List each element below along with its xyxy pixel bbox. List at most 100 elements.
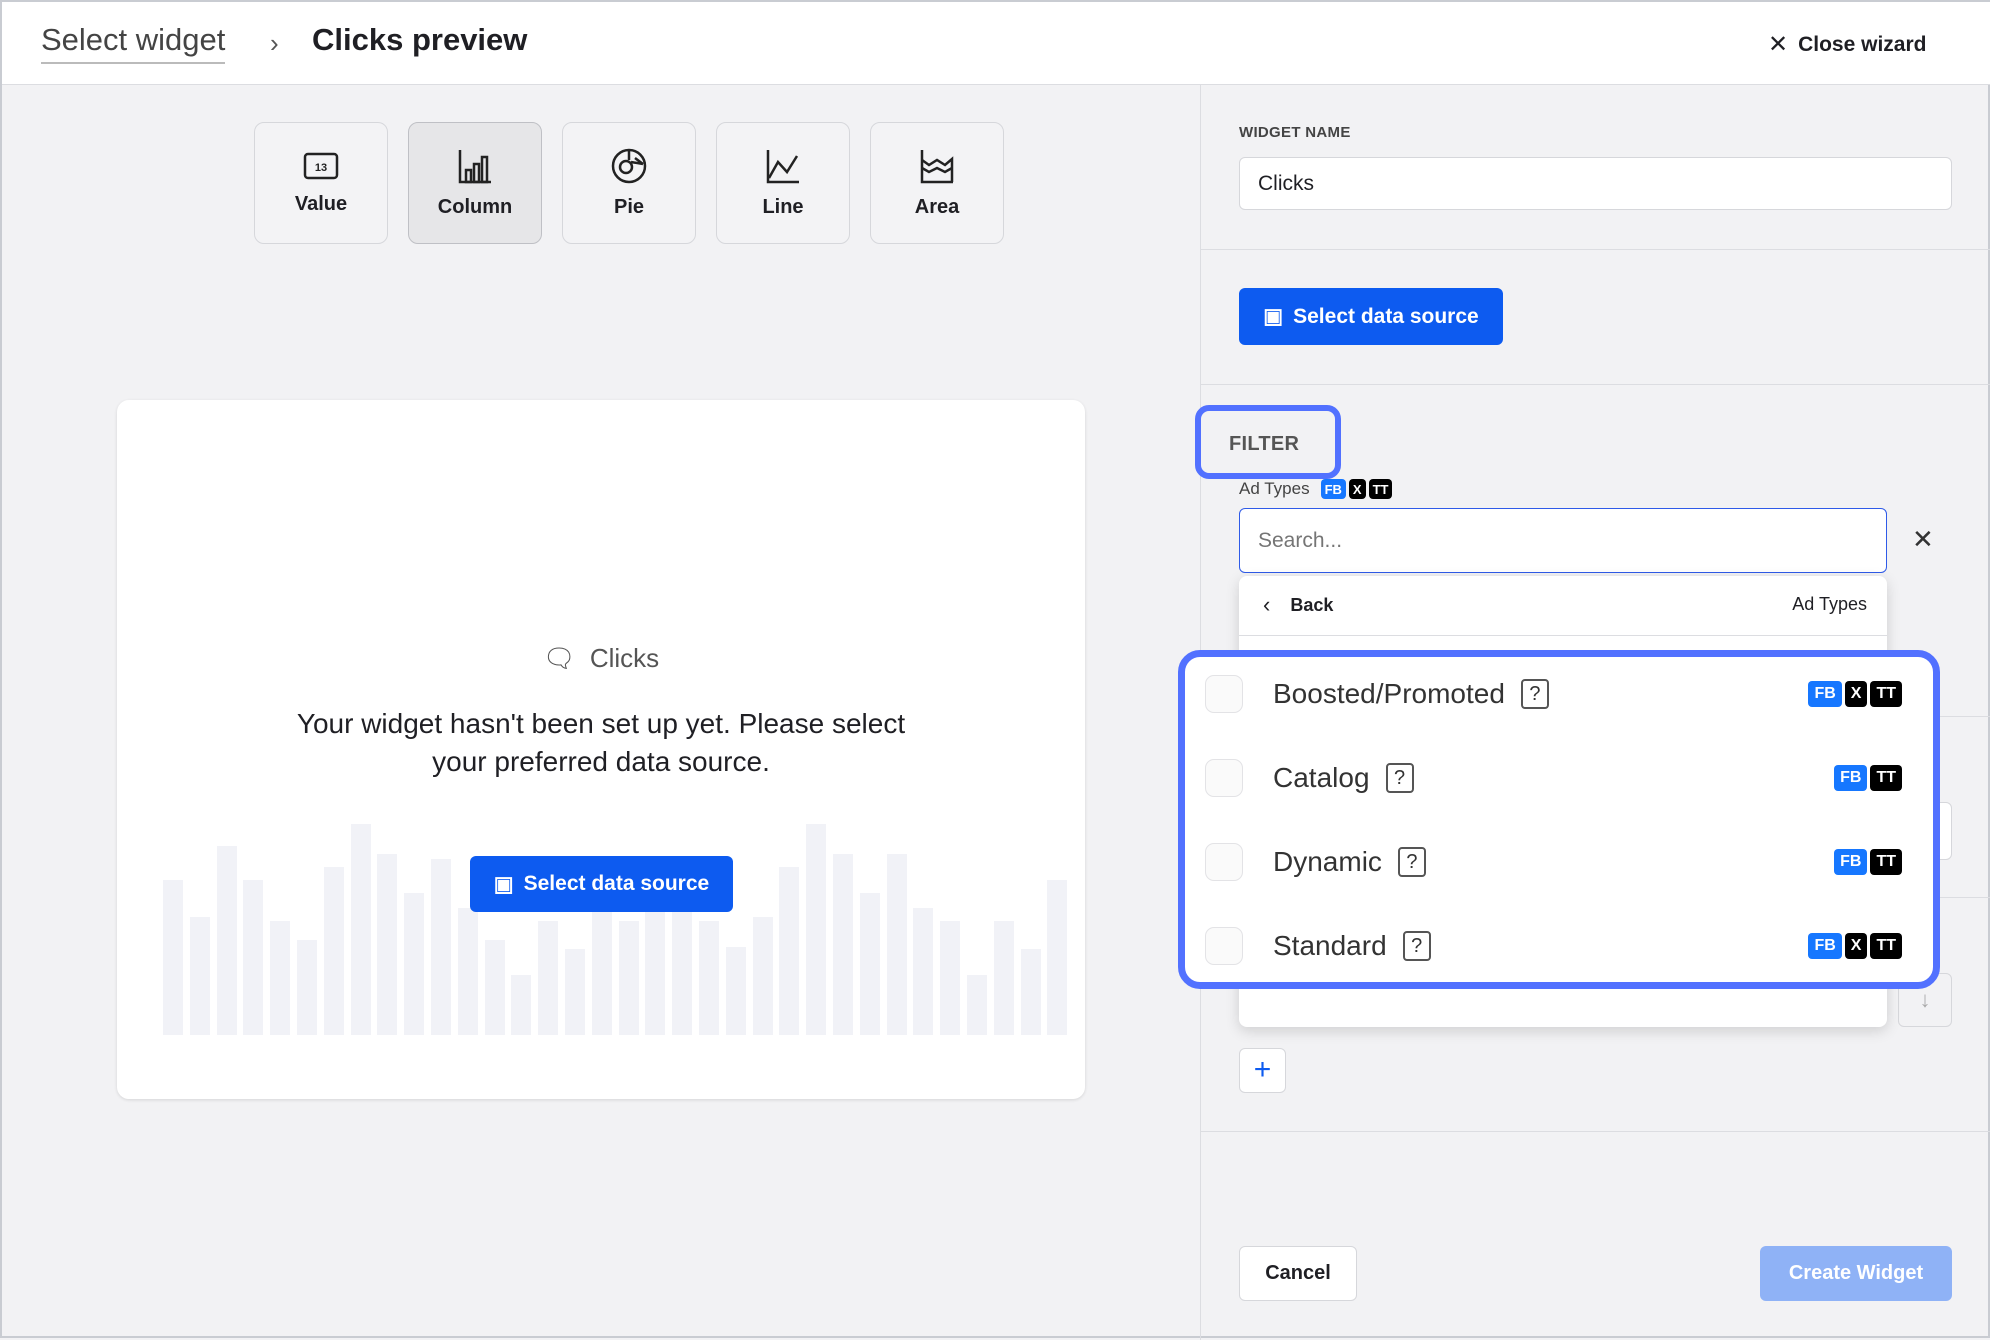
- tt-badge: TT: [1870, 681, 1902, 707]
- placeholder-bar: [189, 916, 210, 1035]
- placeholder-bar: [216, 845, 237, 1035]
- x-badge: X: [1844, 681, 1868, 707]
- fb-badge: FB: [1834, 849, 1868, 875]
- placeholder-bar: [1020, 949, 1041, 1035]
- platform-badges: FB X TT: [1805, 933, 1902, 959]
- option-row[interactable]: Boosted/Promoted? FB X TT: [1178, 652, 1940, 736]
- placeholder-bar: [725, 946, 746, 1035]
- data-source-icon: ▣: [1263, 305, 1284, 328]
- clicks-icon: 🗨: [542, 643, 576, 673]
- checkbox[interactable]: [1205, 927, 1243, 965]
- placeholder-bar: [645, 884, 666, 1035]
- data-source-icon: ▣: [493, 872, 514, 896]
- placeholder-bar: [779, 867, 800, 1035]
- dropdown-title: Ad Types: [1792, 594, 1867, 614]
- close-icon: ✕: [1768, 31, 1789, 58]
- chevron-right-icon: ›: [270, 28, 279, 58]
- empty-message: Your widget hasn't been set up yet. Plea…: [296, 708, 906, 777]
- option-row[interactable]: Standard? FB X TT: [1178, 904, 1940, 988]
- placeholder-bar: [323, 867, 344, 1035]
- placeholder-bar: [297, 940, 317, 1035]
- cancel-button[interactable]: Cancel: [1239, 1246, 1357, 1301]
- fb-badge: FB: [1320, 479, 1346, 499]
- widget-name-label: WIDGET NAME: [1239, 124, 1351, 141]
- column-chart-icon: [458, 149, 491, 183]
- close-label: Close wizard: [1798, 32, 1927, 56]
- widget-name-input[interactable]: Clicks: [1239, 157, 1952, 210]
- filter-highlight: [1195, 405, 1341, 479]
- placeholder-bar: [591, 884, 612, 1035]
- placeholder-bars: [163, 820, 1068, 1035]
- back-button[interactable]: ‹ Back: [1263, 592, 1333, 618]
- value-icon: 13: [303, 152, 339, 179]
- option-label: Standard: [1273, 930, 1387, 961]
- option-row[interactable]: Catalog? FB TT: [1178, 736, 1940, 820]
- platform-badges: FB TT: [1831, 765, 1902, 791]
- placeholder-bar: [270, 921, 291, 1035]
- help-icon[interactable]: ?: [1402, 931, 1431, 961]
- placeholder-bar: [377, 854, 398, 1035]
- option-label: Dynamic: [1273, 846, 1382, 877]
- placeholder-bar: [940, 921, 961, 1035]
- placeholder-bar: [699, 921, 719, 1035]
- tt-badge: TT: [1870, 765, 1902, 791]
- type-line-button[interactable]: Line: [716, 122, 850, 244]
- type-label: Line: [762, 195, 804, 218]
- type-area-button[interactable]: Area: [870, 122, 1004, 244]
- button-label: Select data source: [1293, 304, 1479, 328]
- option-row[interactable]: Dynamic? FB TT: [1178, 820, 1940, 904]
- search-input[interactable]: [1239, 508, 1887, 573]
- checkbox[interactable]: [1205, 759, 1243, 797]
- placeholder-bar: [484, 940, 505, 1035]
- filter-label: FILTER: [1229, 433, 1300, 455]
- back-label: Back: [1290, 594, 1334, 615]
- checkbox[interactable]: [1205, 675, 1243, 713]
- placeholder-bar: [404, 893, 425, 1035]
- create-widget-button[interactable]: Create Widget: [1760, 1246, 1952, 1301]
- placeholder-bar: [806, 824, 827, 1035]
- placeholder-bar: [538, 921, 559, 1035]
- type-pie-button[interactable]: Pie: [562, 122, 696, 244]
- placeholder-bar: [350, 824, 371, 1035]
- button-label: Select data source: [523, 872, 710, 895]
- help-icon[interactable]: ?: [1397, 847, 1426, 877]
- x-badge: X: [1844, 933, 1868, 959]
- placeholder-bar: [672, 884, 693, 1035]
- svg-text:13: 13: [315, 162, 327, 174]
- page-title: Clicks preview: [312, 22, 528, 57]
- placeholder-bar: [1047, 880, 1068, 1035]
- placeholder-bar: [618, 921, 639, 1035]
- placeholder-bar: [431, 858, 451, 1035]
- checkbox[interactable]: [1205, 843, 1243, 881]
- preview-title-text: Clicks: [589, 643, 660, 673]
- help-icon[interactable]: ?: [1385, 763, 1414, 793]
- platform-badges: FB X TT: [1805, 681, 1902, 707]
- clear-filter-icon[interactable]: ✕: [1912, 524, 1934, 554]
- placeholder-bar: [993, 921, 1014, 1035]
- type-value-button[interactable]: 13 Value: [254, 122, 388, 244]
- select-data-source-button[interactable]: ▣ Select data source: [470, 856, 733, 912]
- help-icon[interactable]: ?: [1520, 679, 1549, 709]
- placeholder-bar: [752, 916, 773, 1035]
- chevron-left-icon: ‹: [1263, 592, 1271, 617]
- x-badge: X: [1348, 479, 1366, 499]
- type-column-button[interactable]: Column: [408, 122, 542, 244]
- placeholder-bar: [243, 880, 264, 1035]
- type-label: Column: [437, 195, 513, 218]
- tt-badge: TT: [1368, 479, 1393, 499]
- close-wizard-button[interactable]: ✕ Close wizard: [1768, 30, 1926, 59]
- type-label: Pie: [613, 195, 645, 218]
- type-label: Area: [914, 195, 960, 218]
- header: [2, 2, 1990, 85]
- breadcrumb-select-widget[interactable]: Select widget: [41, 22, 226, 64]
- fb-badge: FB: [1808, 933, 1842, 959]
- placeholder-bar: [511, 974, 532, 1035]
- placeholder-bar: [886, 854, 907, 1035]
- platform-badges: FB TT: [1831, 849, 1902, 875]
- fb-badge: FB: [1834, 765, 1868, 791]
- placeholder-bar: [163, 880, 183, 1035]
- ad-types-label: Ad Types FB X TT: [1239, 479, 1393, 499]
- option-label: Boosted/Promoted: [1273, 678, 1505, 709]
- add-filter-button[interactable]: +: [1239, 1048, 1286, 1093]
- select-data-source-panel-button[interactable]: ▣ Select data source: [1239, 288, 1503, 345]
